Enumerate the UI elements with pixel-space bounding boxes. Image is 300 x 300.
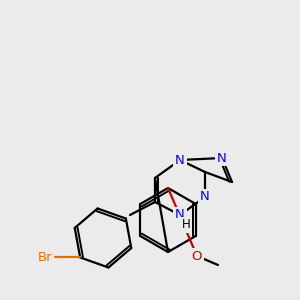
Text: Br: Br xyxy=(38,251,52,264)
Text: N: N xyxy=(175,208,185,221)
Text: H: H xyxy=(182,218,190,232)
Text: N: N xyxy=(175,154,185,166)
Text: O: O xyxy=(192,250,202,262)
Text: N: N xyxy=(200,190,210,203)
Text: N: N xyxy=(217,152,227,164)
